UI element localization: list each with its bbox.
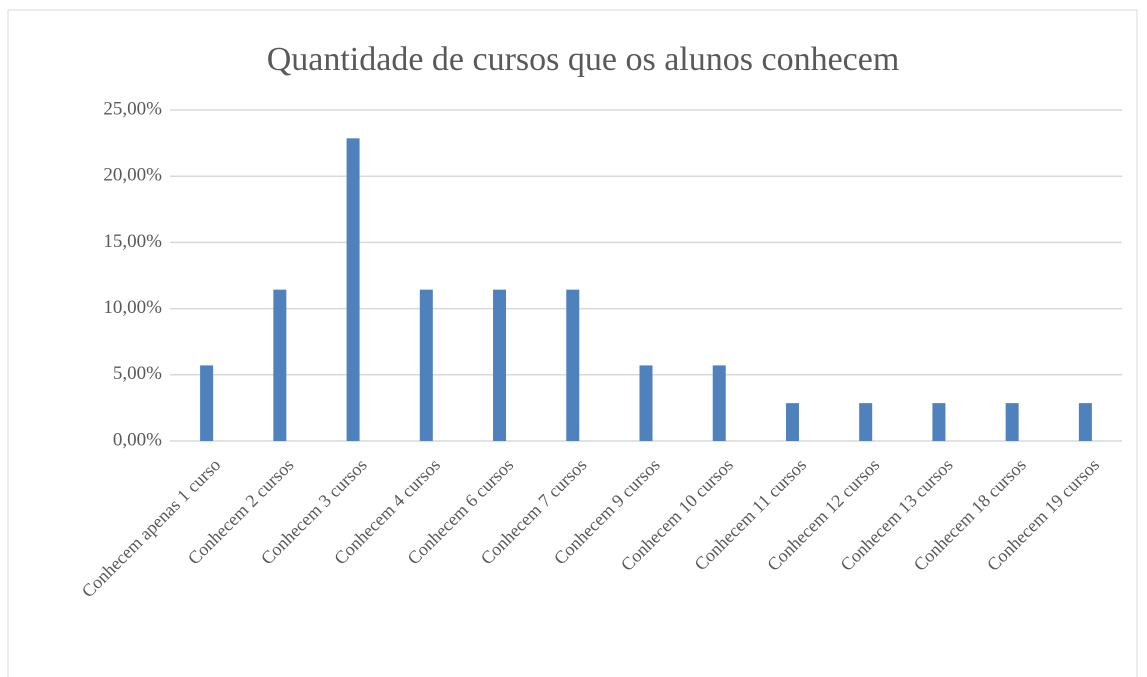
- bar: [639, 365, 653, 441]
- bar: [859, 403, 873, 441]
- bar: [493, 289, 507, 441]
- bar: [1005, 403, 1019, 441]
- bar: [346, 138, 360, 441]
- bar: [273, 289, 287, 441]
- y-tick-label: 25,00%: [103, 98, 162, 119]
- y-tick-label: 10,00%: [103, 297, 162, 318]
- bar: [932, 403, 946, 441]
- bar: [1078, 403, 1092, 441]
- bar: [200, 365, 214, 441]
- y-tick-label: 0,00%: [113, 429, 162, 450]
- bar: [785, 403, 799, 441]
- bar: [712, 365, 726, 441]
- y-tick-label: 5,00%: [113, 363, 162, 384]
- bar: [419, 289, 433, 441]
- chart-title: Quantidade de cursos que os alunos conhe…: [267, 41, 900, 78]
- y-tick-label: 15,00%: [103, 231, 162, 252]
- y-tick-label: 20,00%: [103, 165, 162, 186]
- bar: [566, 289, 580, 441]
